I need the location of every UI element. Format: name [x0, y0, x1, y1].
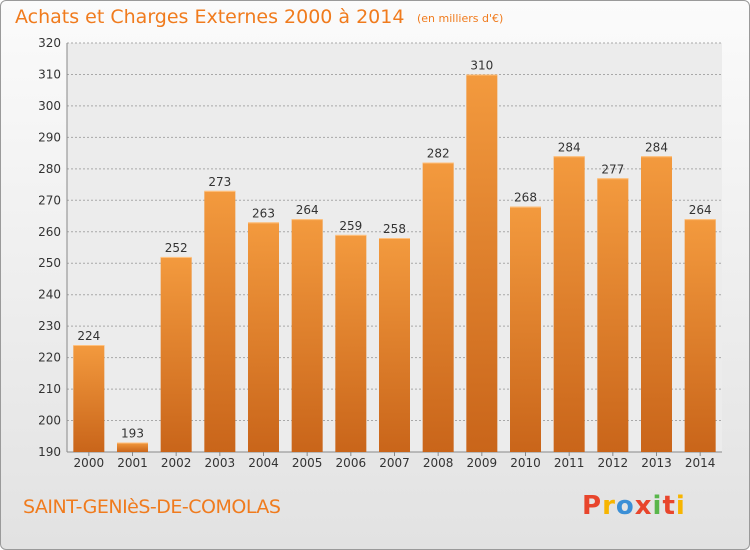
chart-title: Achats et Charges Externes 2000 à 2014: [15, 6, 405, 28]
data-label: 264: [296, 203, 319, 217]
y-tick-label: 320: [38, 36, 61, 50]
y-tick-label: 290: [38, 130, 61, 144]
x-tick-label: 2003: [205, 456, 236, 470]
bar: [73, 345, 105, 452]
x-tick-label: 2011: [554, 456, 585, 470]
y-tick-label: 250: [38, 256, 61, 270]
commune-name: SAINT-GENIèS-DE-COMOLAS: [23, 496, 281, 518]
logo-letter: x: [634, 491, 653, 521]
x-tick-label: 2009: [467, 456, 498, 470]
y-tick-label: 260: [38, 225, 61, 239]
x-tick-label: 2010: [510, 456, 541, 470]
data-label: 264: [689, 203, 712, 217]
bar: [553, 156, 585, 452]
data-label: 259: [339, 219, 362, 233]
bar: [597, 178, 629, 453]
chart-subtitle: (en milliers d'€): [417, 12, 504, 25]
data-label: 252: [165, 241, 188, 255]
x-tick-label: 2005: [292, 456, 323, 470]
bar: [379, 238, 410, 452]
x-tick-label: 2006: [336, 456, 367, 470]
data-label: 273: [208, 175, 231, 189]
data-label: 258: [383, 222, 406, 236]
x-tick-label: 2001: [117, 456, 148, 470]
x-tick-label: 2014: [685, 456, 716, 470]
y-tick-label: 190: [38, 445, 61, 459]
bar: [160, 256, 192, 452]
x-tick-label: 2008: [423, 456, 454, 470]
y-tick-label: 200: [38, 414, 61, 428]
data-label: 284: [558, 140, 581, 154]
logo-letter: o: [615, 491, 635, 521]
data-label: 284: [645, 140, 668, 154]
data-label: 310: [470, 58, 493, 72]
x-tick-label: 2004: [248, 456, 279, 470]
y-tick-label: 240: [38, 288, 61, 302]
y-tick-label: 310: [38, 67, 61, 81]
logo-letter: i: [675, 491, 686, 521]
y-tick-label: 280: [38, 162, 61, 176]
bar: [422, 162, 454, 453]
y-tick-label: 300: [38, 99, 61, 113]
x-tick-label: 2012: [598, 456, 629, 470]
logo-letter: r: [602, 491, 616, 521]
logo-letter: i: [652, 491, 663, 521]
bar: [291, 219, 323, 452]
proxiti-logo: Proxiti: [582, 491, 686, 521]
x-tick-label: 2002: [161, 456, 192, 470]
data-label: 277: [601, 162, 624, 176]
y-tick-label: 210: [38, 382, 61, 396]
y-tick-label: 220: [38, 351, 61, 365]
data-label: 193: [121, 427, 144, 441]
bar: [641, 156, 672, 452]
x-tick-label: 2007: [379, 456, 410, 470]
data-label: 224: [77, 329, 100, 343]
bar: [204, 190, 236, 452]
bar: [684, 219, 716, 452]
logo-letter: t: [662, 491, 676, 521]
x-tick-label: 2000: [74, 456, 105, 470]
bar: [117, 442, 148, 452]
bar: [466, 74, 498, 452]
y-tick-label: 270: [38, 193, 61, 207]
bar: [248, 222, 279, 452]
data-label: 282: [427, 147, 450, 161]
data-label: 268: [514, 191, 537, 205]
logo-letter: P: [582, 491, 603, 521]
bar: [510, 206, 541, 452]
bar: [335, 234, 367, 452]
x-tick-label: 2013: [641, 456, 672, 470]
data-label: 263: [252, 206, 275, 220]
y-tick-label: 230: [38, 319, 61, 333]
